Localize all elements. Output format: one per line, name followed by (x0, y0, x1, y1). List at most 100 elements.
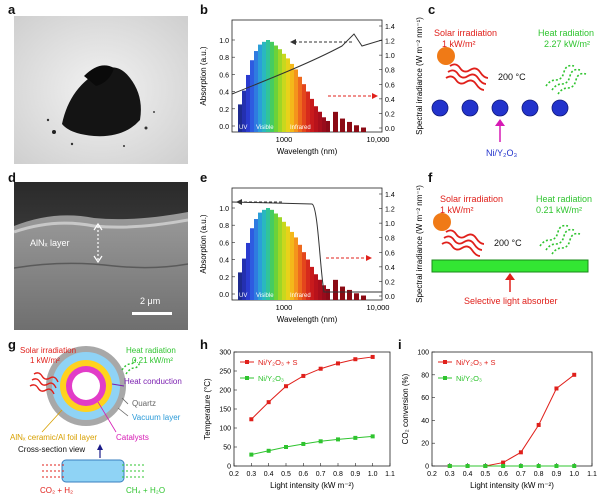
x-tick-label: 0.9 (350, 471, 360, 478)
inlet-label: CO₂ + H₂ (40, 486, 73, 495)
x-tick-label: 0.7 (316, 471, 326, 478)
data-point (572, 372, 577, 377)
y-tick-label: 0 (227, 464, 231, 471)
y-tick-label: 300 (219, 350, 231, 357)
solar-value: 1 kW/m² (440, 205, 474, 215)
powder-photo (14, 16, 188, 164)
x-axis-label: Wavelength (nm) (277, 147, 338, 156)
x-tick-label: 1.0 (569, 471, 579, 478)
legend-marker (245, 376, 249, 380)
spectrum-bar (254, 219, 258, 300)
spectrum-bar (322, 117, 326, 132)
spectrum-bar (278, 217, 282, 300)
spectrum-tail-bar (340, 286, 345, 300)
heat-wave-icon (539, 224, 581, 255)
x-tick-label: 1000 (276, 135, 293, 144)
sun-icon (437, 47, 455, 65)
spectrum-bar (278, 49, 282, 133)
spectrum-bar (246, 74, 250, 132)
spectrum-tail-bar (361, 295, 366, 300)
heat-value: 0.21 kW/m² (132, 356, 173, 365)
left-arrowhead (236, 199, 242, 205)
foil-label: AlNₓ ceramic/Al foil layer (10, 433, 97, 442)
heat-wave-icon (545, 64, 587, 95)
panel-label-g: g (8, 337, 16, 352)
spectrum-bar (318, 111, 322, 132)
spectrum-tail-bar (333, 279, 338, 300)
spectrum-bar (262, 41, 266, 133)
y2-tick-label: 0.6 (385, 82, 395, 89)
solar-label: Solar irradiation (434, 28, 497, 38)
x-axis-label: Wavelength (nm) (277, 315, 338, 324)
data-point (572, 464, 577, 468)
y-tick-label: 0 (425, 464, 429, 471)
x-tick-label: 1.1 (587, 471, 597, 478)
y-tick-label: 60 (421, 395, 429, 402)
conversion-chart: 0.2 0.3 0.4 0.5 0.6 0.7 0.8 0.9 1.0 1.1 0 20 40 60 80 1… (401, 350, 597, 491)
x-tick-label: 0.5 (480, 471, 490, 478)
y2-tick-label: 1.0 (385, 53, 395, 60)
y2-axis-label: Spectral irradiance (W m⁻² nm⁻¹) (415, 185, 424, 303)
solar-label: Solar irradiation (440, 194, 503, 204)
data-point (536, 464, 541, 468)
data-point (301, 373, 306, 378)
y2-tick-label: 1.2 (385, 39, 395, 46)
spectrum-bar (286, 226, 290, 300)
data-point (370, 354, 375, 359)
conduction-label: Heat conduction (124, 377, 182, 386)
spectrum-chart-e: UV Visible Infrared 0.0 0.2 0.4 0.6 0.8 1.0 0.0 0.… (199, 185, 424, 324)
y-tick-label: 0.8 (219, 223, 229, 230)
y-tick-label: 0.4 (219, 258, 229, 265)
y-tick-label: 250 (219, 369, 231, 376)
y2-tick-label: 0.0 (385, 294, 395, 301)
y-tick-label: 0.2 (219, 275, 229, 282)
panel-label-d: d (8, 170, 16, 185)
spectrum-bar (262, 209, 266, 300)
x-tick-label: 10,000 (367, 303, 390, 312)
y2-tick-label: 0.2 (385, 279, 395, 286)
spectrum-bar (306, 259, 310, 300)
layer-label: AlNₓ layer (30, 238, 70, 248)
y2-tick-label: 0.8 (385, 68, 395, 75)
spectrum-bar (246, 242, 250, 300)
x-tick-label: 0.6 (298, 471, 308, 478)
y-tick-label: 0.0 (219, 124, 229, 131)
spectrum-bar (302, 252, 306, 300)
sun-icon (433, 213, 451, 231)
data-point (554, 386, 559, 391)
data-point (318, 439, 323, 444)
scale-label: 2 μm (140, 296, 161, 306)
spectrum-bar (242, 90, 246, 132)
solar-value: 1 kW/m² (442, 39, 476, 49)
spectrum-bar (266, 208, 270, 300)
absorption-curve (231, 201, 382, 293)
spectrum-bar (258, 212, 262, 300)
data-point (249, 417, 254, 422)
y-tick-label: 0.6 (219, 72, 229, 79)
reactor-schematic-g: Solar irradiation 1 kW/m² Heat radiation… (10, 346, 182, 495)
data-point (465, 464, 470, 468)
x-tick-label: 0.3 (246, 471, 256, 478)
y-tick-label: 0.8 (219, 55, 229, 62)
spectrum-bar (258, 44, 262, 132)
x-tick-label: 1.0 (368, 471, 378, 478)
spectrum-bar (322, 285, 326, 300)
panel-label-c: c (428, 2, 436, 17)
catalysts-label: Catalysts (116, 433, 149, 442)
spectrum-tail-bar (354, 125, 359, 132)
band-infrared-label: Infrared (290, 125, 311, 131)
spectrum-bar (274, 45, 278, 132)
spectrum-bar (254, 51, 258, 132)
panel-label-h: h (200, 337, 208, 352)
vacuum-label: Vacuum layer (132, 413, 181, 422)
data-point (483, 464, 488, 468)
absorber-bar (431, 259, 589, 273)
outlet-label: CH₄ + H₂O (126, 486, 165, 495)
data-point (536, 422, 541, 427)
y2-tick-label: 0.0 (385, 126, 395, 133)
data-point (518, 464, 523, 468)
spectrum-bar (238, 104, 242, 132)
heat-value: 0.21 kW/m² (536, 205, 582, 215)
x-tick-label: 0.3 (445, 471, 455, 478)
right-arrowhead (366, 255, 372, 261)
